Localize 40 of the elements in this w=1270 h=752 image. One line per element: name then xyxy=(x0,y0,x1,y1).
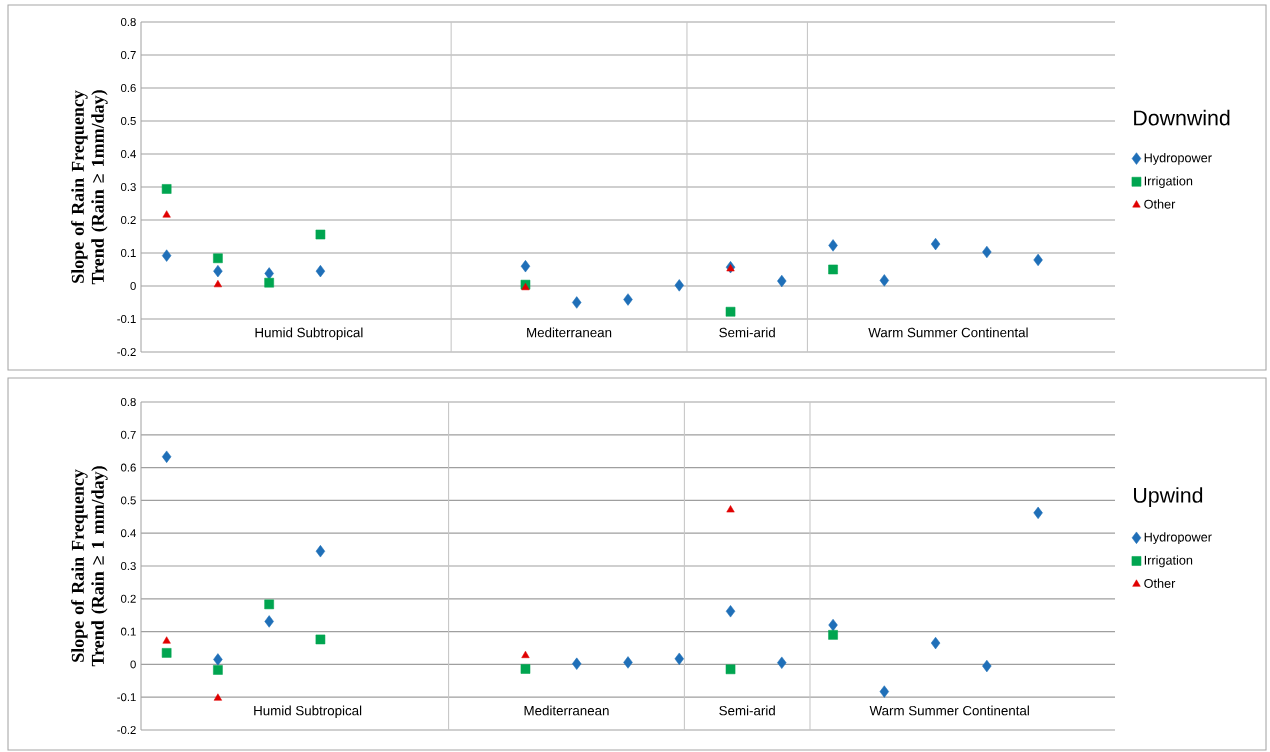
y-tick-label: 0.2 xyxy=(120,215,136,224)
legend-label: Hydropower xyxy=(1144,532,1212,545)
y-axis-title: Slope of Rain Frequency Trend (Rain ≥ 1mm/day) xyxy=(71,90,108,285)
legend-title: Upwind xyxy=(1134,487,1203,508)
y-tick-label: 0.6 xyxy=(120,83,136,92)
y-tick-label: -0.1 xyxy=(117,314,136,323)
y-tick-label: 0.7 xyxy=(120,430,136,439)
annotation: Mediterranean xyxy=(524,705,609,716)
legend-title: Downwind xyxy=(1134,109,1230,126)
y-tick-label: 0.5 xyxy=(120,116,136,125)
legend-label: Other xyxy=(1144,578,1176,588)
y-tick-label: 0.1 xyxy=(120,248,136,257)
legend-label: Other xyxy=(1144,199,1176,209)
y-tick-label: 0.4 xyxy=(120,149,136,158)
annotation: Humid Subtropical xyxy=(254,705,362,718)
legend-label: Hydropower xyxy=(1144,152,1212,165)
y-tick-label: 0.3 xyxy=(120,561,136,570)
y-tick-label: 0.6 xyxy=(120,463,136,472)
y-tick-label: 0.5 xyxy=(120,496,136,505)
y-tick-label: -0.1 xyxy=(117,693,136,702)
y-tick-label: 0.7 xyxy=(120,50,136,59)
annotation: Mediterranean xyxy=(527,327,612,338)
y-tick-label: 0.4 xyxy=(120,529,136,538)
annotation: Semi-arid xyxy=(719,327,775,338)
y-tick-label: 0.1 xyxy=(120,627,136,636)
y-tick-label: 0.8 xyxy=(120,397,136,406)
y-tick-label: 0 xyxy=(130,660,136,669)
annotation: Humid Subtropical xyxy=(255,327,363,340)
y-axis-title: Slope of Rain Frequency Trend (Rain ≥ 1 mm/day) xyxy=(71,466,108,667)
annotation: Warm Summer Continental xyxy=(868,327,1028,338)
y-tick-label: 0 xyxy=(130,281,136,290)
annotation: Warm Summer Continental xyxy=(869,705,1029,716)
annotation: Semi-arid xyxy=(719,705,775,716)
legend-label: Irrigation xyxy=(1144,555,1193,568)
y-tick-label: 0.8 xyxy=(120,17,136,26)
y-tick-label: -0.2 xyxy=(117,725,136,734)
y-tick-label: 0.3 xyxy=(120,182,136,191)
y-tick-label: 0.2 xyxy=(120,594,136,603)
legend-label: Irrigation xyxy=(1144,176,1193,188)
y-tick-label: -0.2 xyxy=(117,347,136,356)
